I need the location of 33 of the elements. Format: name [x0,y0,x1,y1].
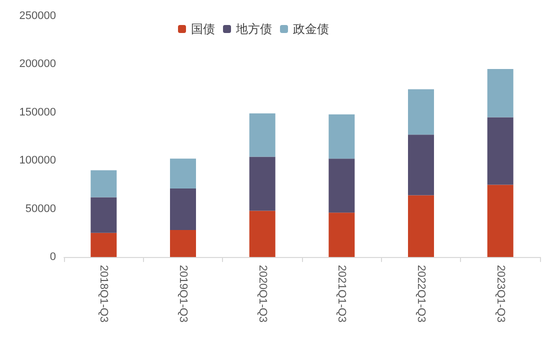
x-tick-label: 2018Q1-Q3 [98,265,110,322]
bar [408,195,434,257]
bar [170,188,196,230]
x-tick-label: 2022Q1-Q3 [415,265,427,322]
x-tick-label: 2019Q1-Q3 [177,265,189,322]
bar [249,210,276,257]
bar [487,69,514,118]
bar [487,184,514,257]
bar [90,170,117,198]
bar [90,197,117,233]
legend-label: 政金债 [293,22,329,36]
bar [170,158,196,189]
y-tick-label: 250000 [19,10,56,22]
bar [328,212,355,257]
bar [328,114,355,159]
y-tick-label: 0 [50,251,56,263]
legend-label: 地方债 [235,22,272,36]
x-tick-label: 2020Q1-Q3 [256,265,268,322]
bar [170,230,196,257]
bar [90,232,117,257]
x-tick-label: 2023Q1-Q3 [494,265,506,322]
bar [487,117,514,185]
bar [328,158,355,213]
bar [408,89,434,135]
y-tick-label: 150000 [19,106,56,118]
bar [249,156,276,211]
bar [249,113,276,157]
y-tick-label: 100000 [19,154,56,167]
x-tick-label: 2021Q1-Q3 [336,265,348,322]
bar [408,134,434,196]
legend-label: 国债 [191,22,215,36]
y-tick-label: 200000 [19,58,56,70]
y-tick-label: 50000 [25,202,56,215]
